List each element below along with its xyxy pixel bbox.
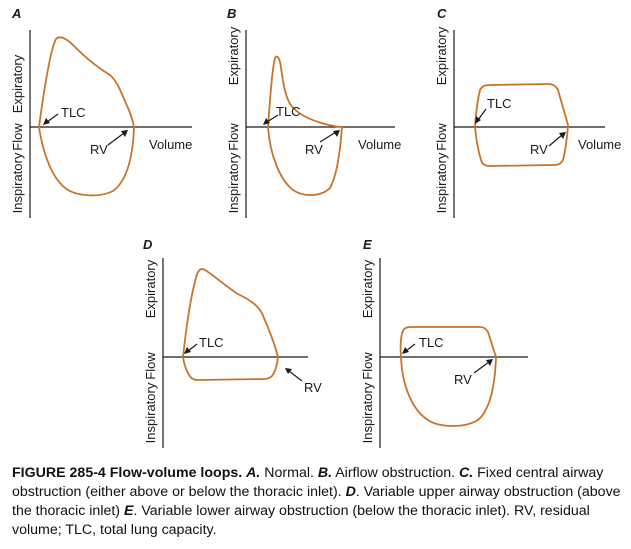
panel-a-loop <box>38 36 135 197</box>
panel-b: B Expiratory Flow Inspiratory TLC RV Vol… <box>226 6 401 218</box>
panel-b-letter: B <box>227 6 236 21</box>
panel-c-expiratory-label: Expiratory <box>434 26 449 85</box>
panel-c-flow-label: Flow <box>434 123 449 151</box>
panel-e: E Expiratory Flow Inspiratory TLC RV <box>360 237 528 448</box>
caption-b-text: Airflow obstruction. <box>332 465 460 481</box>
panel-d-tlc-arrowhead <box>184 347 191 354</box>
panel-c-rv-arrow <box>548 134 563 147</box>
panel-c-letter: C <box>437 6 447 21</box>
panel-a-rv-arrowhead <box>121 130 128 137</box>
caption-c-text: Fixed central airway obstruction (either… <box>12 465 604 500</box>
panel-e-rv-arrowhead <box>486 359 493 366</box>
panel-a-letter: A <box>11 6 21 21</box>
panel-e-tlc-arrowhead <box>402 347 409 354</box>
panel-a-tlc-arrowhead <box>43 118 50 125</box>
panel-b-flow-label: Flow <box>226 123 241 151</box>
panel-b-tlc-arrowhead <box>263 118 270 125</box>
panel-d-loop <box>182 268 279 381</box>
panel-c-tlc-arrow <box>477 108 487 121</box>
panel-b-rv-arrowhead <box>333 130 340 137</box>
panel-c-loop <box>474 83 569 167</box>
caption-e-letter: E <box>123 503 134 519</box>
panel-c-inspiratory-label: Inspiratory <box>434 152 449 213</box>
panel-b-loop <box>267 55 343 196</box>
panel-e-tlc-label: TLC <box>419 335 444 350</box>
caption-figure-title: FIGURE 285-4 Flow-volume loops. <box>12 465 243 481</box>
caption-b-letter: B. <box>317 465 333 481</box>
caption-a-letter: A. <box>246 465 261 481</box>
panel-c: C Expiratory Flow Inspiratory TLC RV Vol… <box>434 6 621 218</box>
panel-c-rv-arrowhead <box>559 132 566 139</box>
panel-b-rv-arrow <box>319 131 337 143</box>
panel-c-tlc-label: TLC <box>487 96 512 111</box>
panel-d-inspiratory-label: Inspiratory <box>143 382 158 443</box>
panel-b-tlc-label: TLC <box>276 104 301 119</box>
panel-e-loop <box>399 326 497 427</box>
panel-e-flow-label: Flow <box>360 352 375 380</box>
panel-c-rv-label: RV <box>530 142 548 157</box>
panel-d-rv-label: RV <box>304 380 322 395</box>
caption-e-text: . Variable lower airway obstruction (bel… <box>12 503 590 538</box>
panel-a-rv-label: RV <box>90 142 108 157</box>
panel-d-tlc-label: TLC <box>199 335 224 350</box>
panel-a-rv-arrow <box>107 132 125 146</box>
panel-c-volume-label: Volume <box>578 137 621 152</box>
panel-d: D Expiratory Flow Inspiratory TLC RV <box>143 237 322 448</box>
panel-b-inspiratory-label: Inspiratory <box>226 152 241 213</box>
panel-e-inspiratory-label: Inspiratory <box>360 382 375 443</box>
caption-d-text: . Variable upper airway obstruction (abo… <box>12 484 621 519</box>
panel-a-tlc-arrow <box>46 113 59 123</box>
panel-b-volume-label: Volume <box>358 137 401 152</box>
panel-a-flow-label: Flow <box>10 123 25 151</box>
caption-d-letter: D <box>345 484 356 500</box>
panel-a-inspiratory-label: Inspiratory <box>10 152 25 213</box>
panel-d-rv-arrow <box>288 370 303 382</box>
panel-e-rv-arrow <box>473 361 490 374</box>
panel-d-tlc-arrow <box>187 343 198 352</box>
panel-a-tlc-label: TLC <box>61 105 86 120</box>
panel-d-letter: D <box>143 237 153 252</box>
panel-e-rv-label: RV <box>454 372 472 387</box>
panel-a-volume-label: Volume <box>149 137 192 152</box>
panel-e-tlc-arrow <box>405 343 416 352</box>
panel-d-rv-arrowhead <box>285 368 292 374</box>
panel-d-flow-label: Flow <box>143 352 158 380</box>
panel-e-expiratory-label: Expiratory <box>360 259 375 318</box>
figure-caption: FIGURE 285-4 Flow-volume loops. A. Norma… <box>12 464 627 540</box>
panel-c-tlc-arrowhead <box>475 116 481 124</box>
panel-a: A Expiratory Flow Inspiratory TLC RV Vol… <box>10 6 192 218</box>
panel-e-letter: E <box>363 237 372 252</box>
panel-a-expiratory-label: Expiratory <box>10 54 25 113</box>
panel-d-expiratory-label: Expiratory <box>143 259 158 318</box>
flow-volume-figure: A Expiratory Flow Inspiratory TLC RV Vol… <box>10 6 621 448</box>
caption-c-letter: C. <box>459 465 474 481</box>
panel-b-expiratory-label: Expiratory <box>226 26 241 85</box>
panel-b-rv-label: RV <box>305 142 323 157</box>
panel-b-tlc-arrow <box>266 114 279 123</box>
caption-a-text: Normal. <box>260 465 318 481</box>
